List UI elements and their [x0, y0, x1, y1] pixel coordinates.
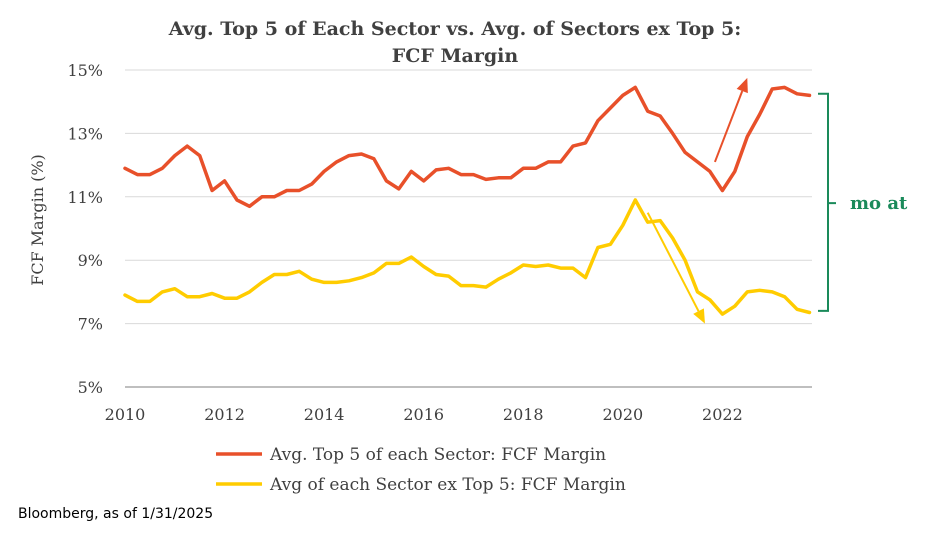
y-axis-label: FCF Margin (%): [28, 154, 47, 286]
moat-label: mo at: [850, 193, 908, 214]
yellow-arrow-head: [693, 308, 705, 324]
legend-label-ex-top5: Avg of each Sector ex Top 5: FCF Margin: [269, 475, 626, 495]
y-tick-labels: 5% 7% 9% 11% 13% 15%: [67, 61, 103, 397]
yellow-arrow-shaft: [646, 212, 700, 312]
series-lines: [123, 85, 812, 316]
chart-title-line1: Avg. Top 5 of Each Sector vs. Avg. of Se…: [168, 18, 742, 40]
x-tick-label: 2020: [602, 405, 643, 424]
legend-label-top5: Avg. Top 5 of each Sector: FCF Margin: [269, 445, 606, 465]
y-tick-label: 5%: [78, 378, 103, 397]
x-tick-label: 2012: [204, 405, 245, 424]
gridlines: [125, 69, 812, 388]
x-tick-labels: 2010 2012 2014 2016 2018 2020 2022: [105, 405, 743, 424]
y-tick-label: 7%: [78, 315, 103, 334]
red-arrow-shaft: [713, 90, 744, 163]
series-line-top5: [123, 85, 812, 209]
x-tick-label: 2016: [403, 405, 444, 424]
y-tick-label: 11%: [67, 188, 103, 207]
moat-bracket: [818, 92, 836, 312]
x-tick-label: 2010: [105, 405, 146, 424]
chart-title-line2: FCF Margin: [392, 45, 519, 67]
x-tick-label: 2018: [503, 405, 544, 424]
legend: Avg. Top 5 of each Sector: FCF Margin Av…: [216, 445, 626, 495]
y-tick-label: 15%: [67, 61, 103, 80]
y-tick-label: 9%: [78, 251, 103, 270]
series-line-ex-top5: [123, 198, 812, 316]
red-arrow-head: [736, 77, 748, 94]
annotations: [646, 77, 836, 324]
x-tick-label: 2014: [304, 405, 345, 424]
y-tick-label: 13%: [67, 124, 103, 143]
x-tick-label: 2022: [702, 405, 743, 424]
source-note: Bloomberg, as of 1/31/2025: [18, 506, 214, 522]
